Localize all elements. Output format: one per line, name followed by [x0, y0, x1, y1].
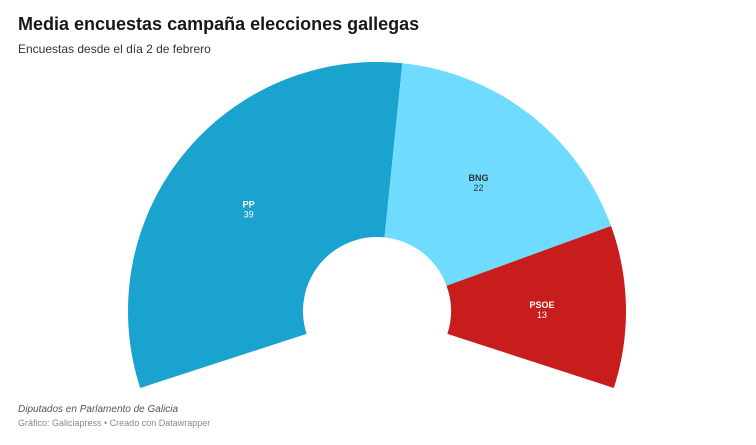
slice-bng — [384, 63, 612, 286]
slice-value: 13 — [537, 310, 547, 320]
chart-byline: Gráfico: Galiciapress • Creado con Dataw… — [18, 418, 211, 428]
chart-notes: Diputados en Parlamento de Galicia — [18, 404, 179, 415]
slice-value: 39 — [244, 209, 254, 219]
slice-label: BNG — [468, 173, 488, 183]
chart-title: Media encuestas campaña elecciones galle… — [18, 14, 420, 34]
chart-subtitle: Encuestas desde el día 2 de febrero — [18, 42, 211, 56]
slice-pp — [128, 61, 403, 388]
slice-label: PSOE — [529, 300, 554, 310]
slice-label: PP — [243, 199, 255, 209]
slice-psoe — [446, 226, 626, 388]
slice-value: 22 — [473, 183, 483, 193]
